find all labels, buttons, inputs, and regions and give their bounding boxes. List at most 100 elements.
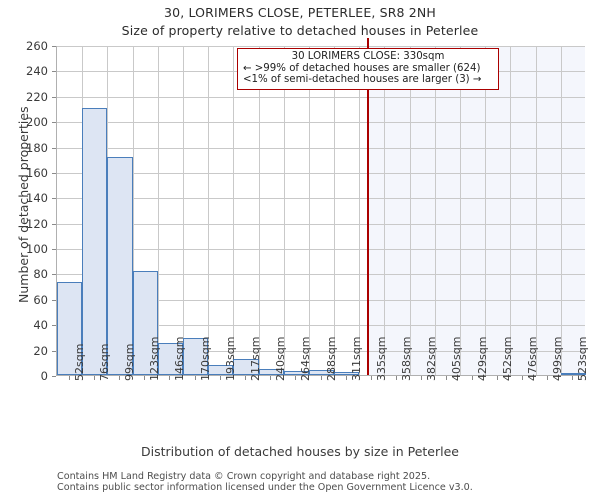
y-axis-tick-mark (52, 325, 56, 327)
page-title: 30, LORIMERS CLOSE, PETERLEE, SR8 2NH (164, 5, 436, 20)
gridline-vertical (560, 46, 562, 375)
x-axis-tick-mark (320, 376, 322, 380)
gridline-vertical (334, 46, 336, 375)
gridline-vertical (208, 46, 210, 375)
x-axis-tick-label: 264sqm (299, 336, 313, 381)
annotation-line-1: 30 LORIMERS CLOSE: 330sqm (291, 51, 445, 62)
gridline-vertical (384, 46, 386, 375)
gridline-vertical (510, 46, 512, 375)
x-axis-tick-label: 382sqm (425, 336, 439, 381)
gridline-horizontal (57, 172, 585, 174)
histogram-bar (182, 338, 209, 375)
y-axis-tick-label: 0 (40, 369, 48, 383)
gridline-vertical (258, 46, 260, 375)
gridline-horizontal (57, 325, 585, 327)
x-axis-tick-mark (295, 376, 297, 380)
gridline-vertical (233, 46, 235, 375)
x-axis-tick-label: 311sqm (349, 336, 363, 381)
gridline-horizontal (57, 96, 585, 98)
x-axis-tick-mark (219, 376, 221, 380)
title-block: 30, LORIMERS CLOSE, PETERLEE, SR8 2NH Si… (0, 0, 600, 38)
marker-annotation-box: 30 LORIMERS CLOSE: 330sqm ← >99% of deta… (237, 48, 499, 90)
y-axis-tick-label: 240 (26, 64, 48, 79)
x-axis-tick-label: 429sqm (475, 336, 489, 381)
gridline-horizontal (57, 223, 585, 225)
y-axis-tick-label: 80 (33, 267, 48, 282)
x-axis-tick-label: 217sqm (248, 336, 262, 381)
x-axis-tick-mark (396, 376, 398, 380)
gridline-vertical (182, 46, 184, 375)
y-axis-tick-mark (52, 299, 56, 301)
gridline-horizontal (57, 147, 585, 149)
y-axis-tick-mark (52, 71, 56, 73)
x-axis-tick-mark (118, 376, 120, 380)
y-axis-tick-label: 20 (33, 343, 48, 358)
x-axis-tick-mark (522, 376, 524, 380)
gridline-vertical (460, 46, 462, 375)
gridline-horizontal (57, 274, 585, 276)
y-axis-tick-mark (52, 350, 56, 352)
x-axis-tick-mark (471, 376, 473, 380)
footer-attribution: Contains HM Land Registry data © Crown c… (57, 471, 577, 494)
x-axis-tick-mark (496, 376, 498, 380)
histogram-bar (258, 368, 284, 375)
x-axis-tick-label: 405sqm (450, 336, 464, 381)
x-axis-tick-mark (345, 376, 347, 380)
y-axis-tick-mark (52, 147, 56, 149)
x-axis-tick-mark (68, 376, 70, 380)
x-axis-tick-mark (370, 376, 372, 380)
larger-properties-shaded-region (366, 46, 585, 375)
y-axis-tick-label: 260 (26, 39, 48, 53)
x-axis-tick-mark (144, 376, 146, 380)
gridline-vertical (308, 46, 310, 375)
gridline-horizontal (57, 122, 585, 124)
y-axis-tick-label: 160 (26, 165, 48, 180)
x-axis-tick-label: 358sqm (400, 336, 414, 381)
histogram-bar (208, 364, 234, 375)
gridline-horizontal (57, 46, 585, 47)
gridline-vertical (485, 46, 487, 375)
histogram-bar (283, 371, 309, 375)
annotation-line-3: <1% of semi-detached houses are larger (… (243, 74, 482, 86)
x-axis-tick-label: 170sqm (198, 336, 212, 381)
y-axis-tick-mark (52, 223, 56, 225)
x-axis-tick-label: 523sqm (576, 336, 590, 381)
y-axis-tick-mark (52, 46, 56, 47)
x-axis-title: Distribution of detached houses by size … (141, 444, 459, 459)
x-axis-tick-label: 288sqm (324, 336, 338, 381)
x-axis-tick-label: 123sqm (148, 336, 162, 381)
gridline-horizontal (57, 249, 585, 251)
x-axis-tick-mark (446, 376, 448, 380)
histogram-bar (334, 372, 360, 375)
x-axis-tick-mark (572, 376, 574, 380)
x-axis-tick-mark (169, 376, 171, 380)
x-axis-tick-label: 52sqm (72, 343, 86, 381)
gridline-vertical (157, 46, 159, 375)
y-axis-tick-mark (52, 249, 56, 251)
y-axis-tick-label: 200 (26, 115, 48, 130)
y-axis-tick-label: 140 (26, 191, 48, 206)
histogram-bar (132, 270, 158, 375)
histogram-bar (107, 156, 133, 375)
y-axis-tick-label: 40 (33, 318, 48, 333)
y-axis-title: Number of detached properties (16, 106, 31, 303)
property-size-marker-line (366, 38, 369, 375)
gridline-vertical (535, 46, 537, 375)
x-axis-tick-mark (421, 376, 423, 380)
plot-area (56, 38, 586, 376)
x-axis-tick-mark (93, 376, 95, 380)
y-axis-tick-label: 180 (26, 140, 48, 155)
footer-line-1: Contains HM Land Registry data © Crown c… (57, 471, 431, 482)
x-axis-tick-mark (244, 376, 246, 380)
x-axis-tick-label: 76sqm (97, 343, 111, 381)
y-axis-tick-label: 60 (33, 292, 48, 307)
x-axis-tick-label: 193sqm (223, 336, 237, 381)
gridline-vertical (283, 46, 285, 375)
x-axis-tick-label: 452sqm (500, 336, 514, 381)
page-subtitle: Size of property relative to detached ho… (121, 23, 479, 38)
gridline-vertical (434, 46, 436, 375)
histogram-bar (57, 282, 83, 375)
x-axis-tick-label: 335sqm (374, 336, 388, 381)
y-axis-tick-mark (52, 96, 56, 98)
x-axis-tick-mark (194, 376, 196, 380)
